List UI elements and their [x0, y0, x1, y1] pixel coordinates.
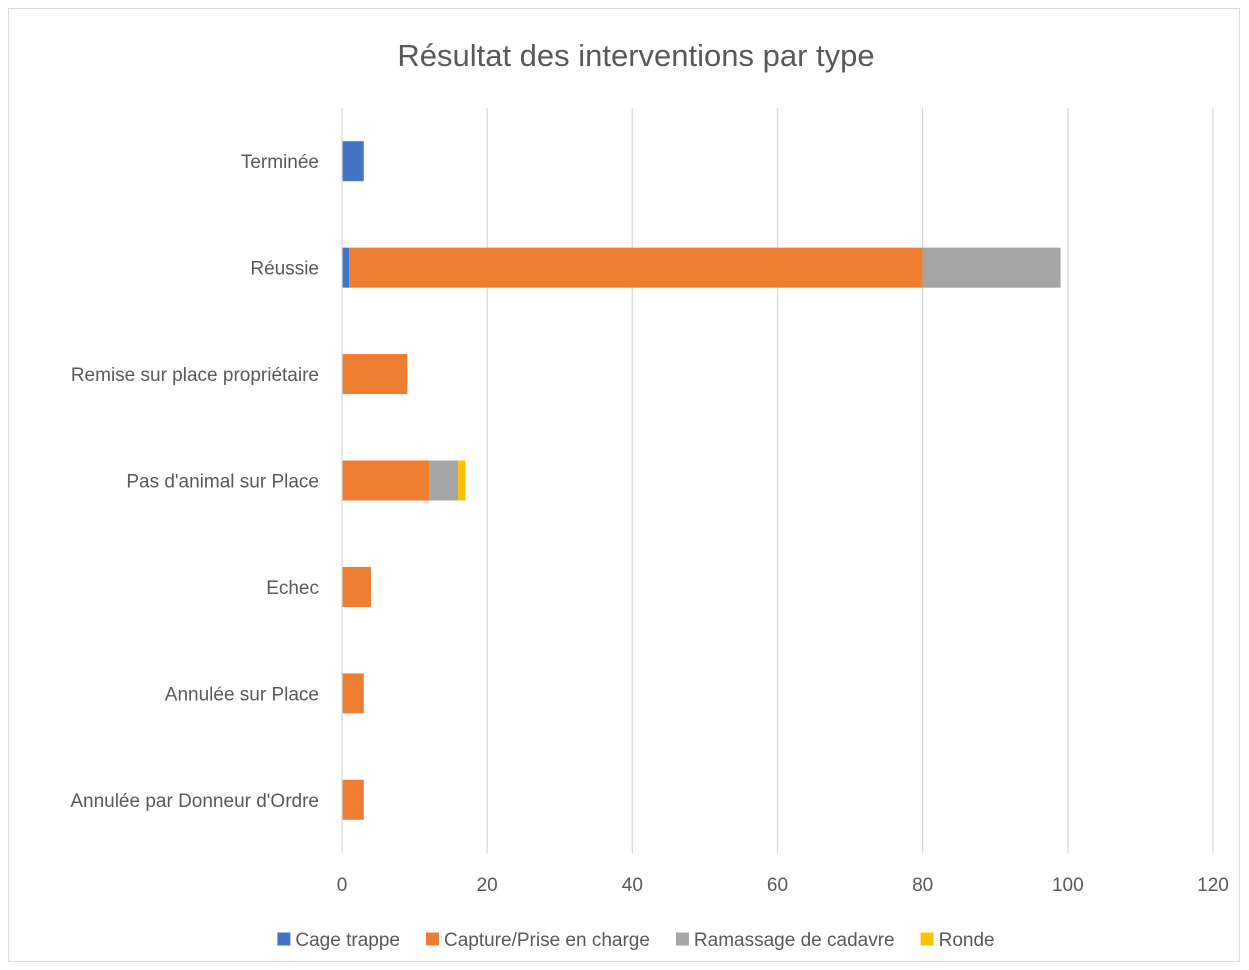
legend-label: Cage trappe [295, 930, 400, 951]
legend: Cage trappe Capture/Prise en charge Ramass… [277, 930, 995, 951]
chart-frame [8, 8, 1240, 962]
bar-segment [458, 460, 466, 501]
legend-label: Ramassage de cadavre [694, 930, 895, 951]
bar-segment [342, 141, 364, 182]
legend-label: Capture/Prise en charge [444, 930, 650, 951]
bar-segment [342, 673, 364, 714]
tick-labels: 0 20 40 60 80 100 120 [337, 875, 1229, 896]
legend-swatch [920, 932, 934, 946]
category-label: Annulée sur Place [165, 684, 319, 705]
bar-segment [429, 460, 459, 501]
bar-segment [342, 779, 364, 820]
tick-label-80: 80 [912, 875, 933, 896]
chart-title: Résultat des interventions par type [397, 38, 874, 73]
tick-label-20: 20 [477, 875, 498, 896]
category-label: Terminée [241, 152, 319, 173]
bar-segment [342, 566, 372, 607]
bar-segment [342, 354, 408, 395]
legend-swatch [277, 932, 291, 946]
category-label: Echec [266, 578, 319, 599]
legend-swatch [425, 932, 439, 946]
tick-label-120: 120 [1197, 875, 1229, 896]
tick-label-0: 0 [337, 875, 348, 896]
tick-label-100: 100 [1052, 875, 1084, 896]
category-label: Pas d'animal sur Place [126, 472, 319, 493]
category-label: Annulée par Donneur d'Ordre [70, 791, 319, 812]
bar-segment [342, 247, 350, 288]
bar-segment [922, 247, 1061, 288]
category-labels: Terminée Réussie Remise sur place propriét… [70, 152, 319, 812]
legend-label: Ronde [939, 930, 995, 951]
tick-label-40: 40 [622, 875, 643, 896]
bar-segment [342, 460, 430, 501]
category-label: Remise sur place propriétaire [71, 365, 319, 386]
bar-segment [349, 247, 923, 288]
gridlines [486, 108, 1214, 853]
tick-label-60: 60 [767, 875, 788, 896]
legend-swatch [675, 932, 689, 946]
bars [342, 141, 1061, 820]
category-label: Réussie [250, 259, 319, 280]
